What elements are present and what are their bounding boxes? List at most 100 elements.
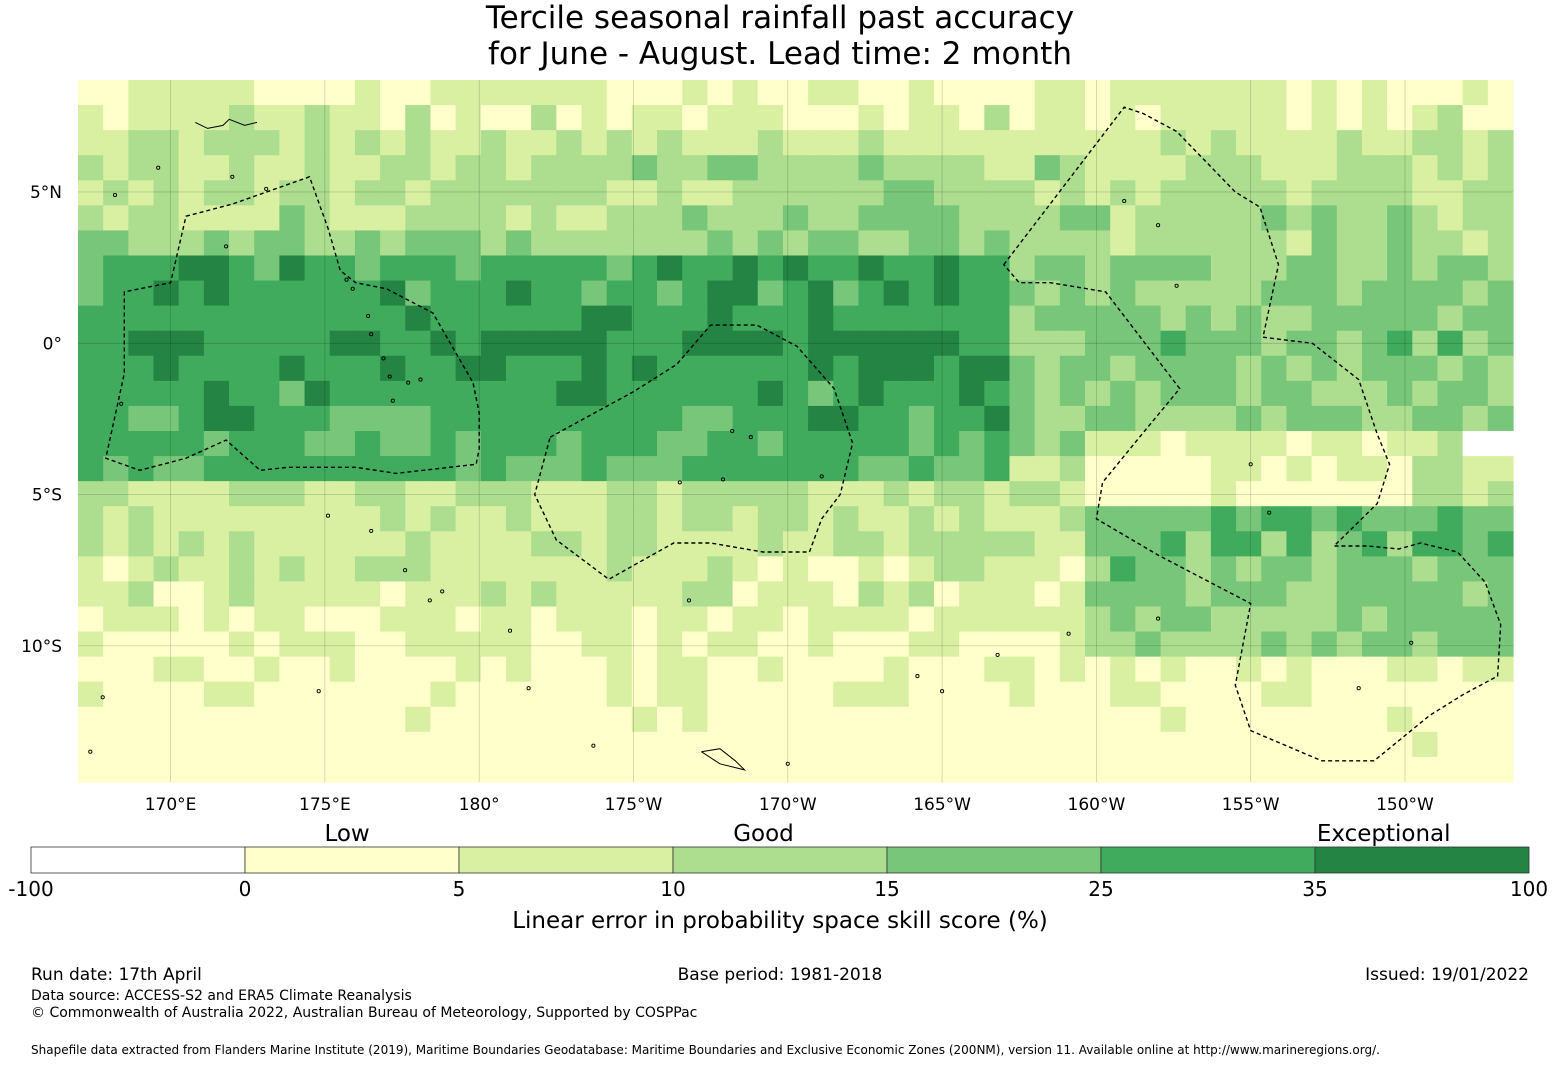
grid-cell [757, 656, 784, 683]
grid-cell [1236, 405, 1262, 432]
grid-cell [1236, 180, 1262, 206]
shapefile-credit: Shapefile data extracted from Flanders M… [31, 1043, 1380, 1057]
grid-cell [657, 631, 683, 658]
grid-cell [229, 330, 255, 357]
colorbar-bin [458, 846, 674, 874]
grid-cell [858, 731, 885, 758]
grid-cell [1085, 556, 1111, 583]
grid-cell [1487, 656, 1514, 683]
grid-cell [1336, 355, 1363, 382]
grid-cell [1059, 456, 1086, 482]
grid-cell [1160, 606, 1187, 633]
grid-cell [858, 155, 885, 181]
grid-cell [103, 355, 129, 382]
grid-cell [1236, 431, 1262, 457]
grid-cell [908, 380, 935, 407]
grid-cell [782, 456, 809, 482]
eez-boundary [104, 175, 480, 475]
grid-cell [505, 230, 532, 257]
grid-cell [1085, 355, 1111, 382]
grid-cell [103, 506, 129, 532]
grid-cell [405, 731, 432, 758]
grid-cell [657, 255, 683, 282]
grid-cell [531, 731, 557, 758]
grid-cell [455, 105, 482, 131]
grid-cell [1286, 481, 1313, 507]
grid-cell [380, 105, 406, 131]
grid-cell [1286, 80, 1313, 106]
map-title-line-1: Tercile seasonal rainfall past accuracy [485, 0, 1075, 36]
grid-cell [657, 130, 683, 156]
grid-cell [933, 105, 960, 131]
grid-cell [78, 556, 104, 583]
grid-cell [354, 80, 381, 106]
grid-cell [933, 456, 960, 482]
grid-cell [908, 631, 935, 658]
grid-cell [581, 105, 608, 131]
grid-cell [178, 656, 205, 683]
grid-cell [1034, 606, 1061, 633]
grid-cell [1311, 405, 1338, 432]
grid-cell [78, 681, 104, 708]
grid-cell [657, 330, 683, 357]
grid-cell [1185, 606, 1212, 633]
grid-cell [1412, 756, 1439, 783]
grid-cell [581, 380, 608, 407]
grid-cell [984, 255, 1011, 282]
map-area[interactable] [78, 80, 1514, 783]
grid-cell [808, 80, 834, 106]
grid-cell [1361, 355, 1388, 382]
grid-cell [1487, 305, 1514, 332]
grid-cell [1412, 556, 1439, 583]
grid-cell [606, 355, 633, 382]
grid-cell [606, 155, 633, 181]
grid-cell [1412, 405, 1439, 432]
grid-cell [782, 481, 809, 507]
grid-cell [1185, 681, 1212, 708]
grid-cell [1110, 531, 1136, 557]
grid-cell [354, 205, 381, 232]
grid-cell [1412, 681, 1439, 708]
grid-cell [1336, 506, 1363, 532]
grid-cell [354, 756, 381, 783]
grid-cell [883, 456, 910, 482]
grid-cell [833, 255, 860, 282]
grid-cell [1009, 556, 1036, 583]
grid-cell [329, 105, 356, 131]
grid-cell [833, 80, 860, 106]
grid-cell [329, 431, 356, 457]
grid-cell [757, 631, 784, 658]
grid-cell [782, 105, 809, 131]
grid-cell [1286, 431, 1313, 457]
grid-cell [707, 355, 734, 382]
grid-cell [1185, 731, 1212, 758]
grid-cell [1059, 706, 1086, 733]
grid-cell [1412, 230, 1439, 257]
grid-cell [581, 330, 608, 357]
grid-cell [480, 481, 507, 507]
grid-cell [757, 205, 784, 232]
grid-cell [883, 380, 910, 407]
grid-cell [1311, 731, 1338, 758]
grid-cell [782, 431, 809, 457]
grid-cell [128, 681, 155, 708]
grid-cell [1135, 280, 1162, 307]
grid-cell [254, 556, 281, 583]
island-outline [915, 674, 920, 679]
grid-cell [279, 681, 306, 708]
grid-cell [959, 681, 985, 708]
grid-cell [1387, 380, 1413, 407]
grid-cell [1487, 731, 1514, 758]
grid-cell [581, 155, 608, 181]
grid-cell [1387, 355, 1413, 382]
grid-cell [430, 380, 457, 407]
grid-cell [959, 255, 985, 282]
grid-cell [279, 380, 306, 407]
grid-cell [1336, 681, 1363, 708]
grid-cell [1185, 205, 1212, 232]
grid-cell [505, 80, 532, 106]
grid-cell [808, 330, 834, 357]
grid-cell [1034, 506, 1061, 532]
grid-cell [757, 481, 784, 507]
grid-cell [1009, 405, 1036, 432]
